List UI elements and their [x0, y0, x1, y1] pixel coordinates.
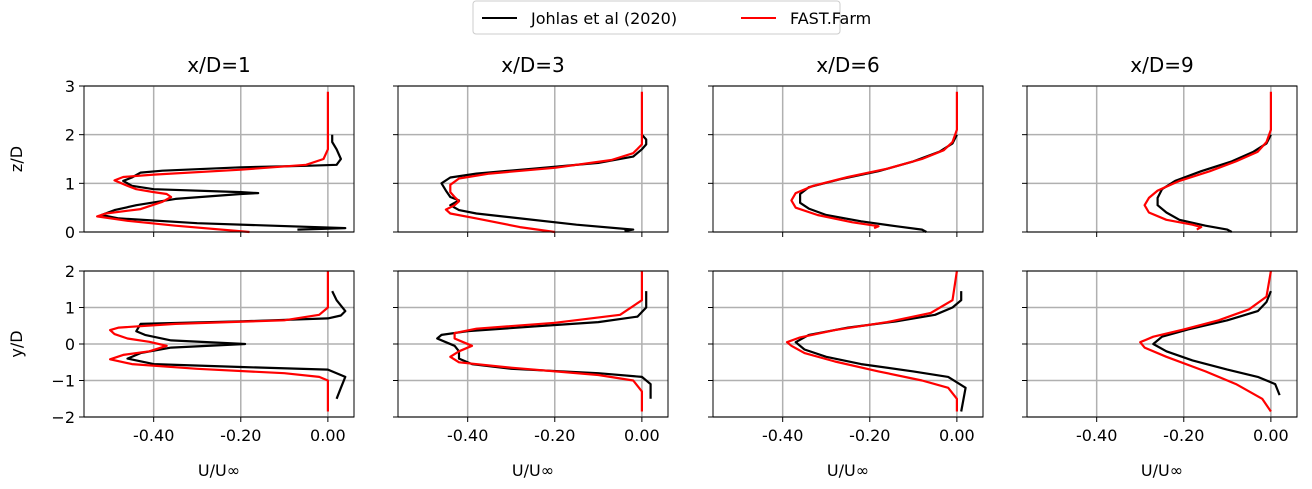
panel-frame: [83, 270, 355, 418]
y-axis-label-row-1: y/D: [7, 330, 26, 357]
x-tick-label: -0.40: [762, 426, 803, 445]
panel-title: x/D=3: [501, 53, 564, 77]
y-tick-label: 3: [65, 77, 75, 96]
x-tick-label: -0.40: [447, 426, 488, 445]
panel-r1-c0: −2 −1 0 1 2 -0.40 -0.20 0.00 U/U∞: [51, 262, 355, 480]
x-tick-label: -0.40: [133, 426, 174, 445]
y-tick-label: 2: [65, 126, 75, 145]
series-line-fastfarm: [1143, 91, 1272, 231]
y-tick-label: 1: [65, 174, 75, 193]
y-tick-label: 2: [65, 262, 75, 281]
panel-frame: [712, 85, 984, 233]
x-axis-label: U/U∞: [198, 461, 240, 480]
panel-r1-c2: -0.40 -0.20 0.00 U/U∞: [708, 270, 984, 480]
x-tick-label: -0.20: [220, 426, 261, 445]
series-line-johlas: [436, 291, 652, 399]
x-axis-label: U/U∞: [1141, 461, 1183, 480]
panel-title: x/D=9: [1130, 53, 1193, 77]
series-line-fastfarm: [96, 91, 329, 234]
x-tick-label: 0.00: [624, 426, 660, 445]
y-tick-label: 0: [65, 335, 75, 354]
legend-frame: [472, 0, 841, 35]
panel-title: x/D=1: [187, 53, 250, 77]
panel-r0-c3: x/D=9: [1022, 53, 1298, 237]
series-line-johlas: [126, 290, 347, 400]
panel-frame: [1026, 85, 1298, 233]
panel-frame: [397, 270, 669, 418]
x-tick-label: -0.40: [1076, 426, 1117, 445]
x-tick-label: -0.20: [1163, 426, 1204, 445]
x-tick-label: 0.00: [310, 426, 346, 445]
series-line-fastfarm: [109, 271, 329, 412]
x-axis-label: U/U∞: [827, 461, 869, 480]
panel-title: x/D=6: [816, 53, 879, 77]
series-line-fastfarm: [790, 91, 958, 230]
series-line-johlas: [794, 291, 967, 412]
series-line-fastfarm: [1139, 270, 1272, 413]
y-axis-label-row-0: z/D: [7, 146, 26, 172]
y-tick-label: 0: [65, 223, 75, 242]
panel-frame: [397, 85, 669, 233]
x-tick-label: 0.00: [939, 426, 975, 445]
series-line-johlas: [1152, 290, 1281, 396]
panel-r1-c1: -0.40 -0.20 0.00 U/U∞: [393, 270, 669, 480]
series-line-fastfarm: [449, 271, 643, 412]
y-tick-label: 1: [65, 299, 75, 318]
y-tick-label: −1: [51, 372, 75, 391]
series-line-fastfarm: [444, 91, 643, 234]
series-line-johlas: [100, 134, 347, 231]
panel-frame: [1026, 270, 1298, 418]
series-line-johlas: [440, 133, 648, 233]
legend-label-fastfarm: FAST.Farm: [790, 9, 871, 28]
panel-r1-c3: -0.40 -0.20 0.00 U/U∞: [1022, 270, 1298, 480]
series-line-johlas: [1156, 134, 1272, 233]
panel-r0-c0: 0 1 2 3 x/D=1: [65, 53, 355, 242]
x-axis-label: U/U∞: [512, 461, 554, 480]
x-tick-label: -0.20: [849, 426, 890, 445]
panel-r0-c1: x/D=3: [393, 53, 669, 237]
y-tick-label: −2: [51, 408, 75, 427]
panel-frame: [83, 85, 355, 233]
panel-grid: z/D 0 1 2 3 x/D=1 x/D=3 x/D=6 x/D=9 y/D −2 −1 0 1 2 -0.…: [7, 53, 1298, 480]
panel-frame: [712, 270, 984, 418]
series-line-fastfarm: [785, 270, 958, 412]
x-tick-label: 0.00: [1253, 426, 1289, 445]
legend-label-johlas: Johlas et al (2020): [530, 9, 677, 28]
x-tick-label: -0.20: [534, 426, 575, 445]
panel-r0-c2: x/D=6: [708, 53, 984, 237]
legend: Johlas et al (2020) FAST.Farm: [472, 0, 871, 35]
